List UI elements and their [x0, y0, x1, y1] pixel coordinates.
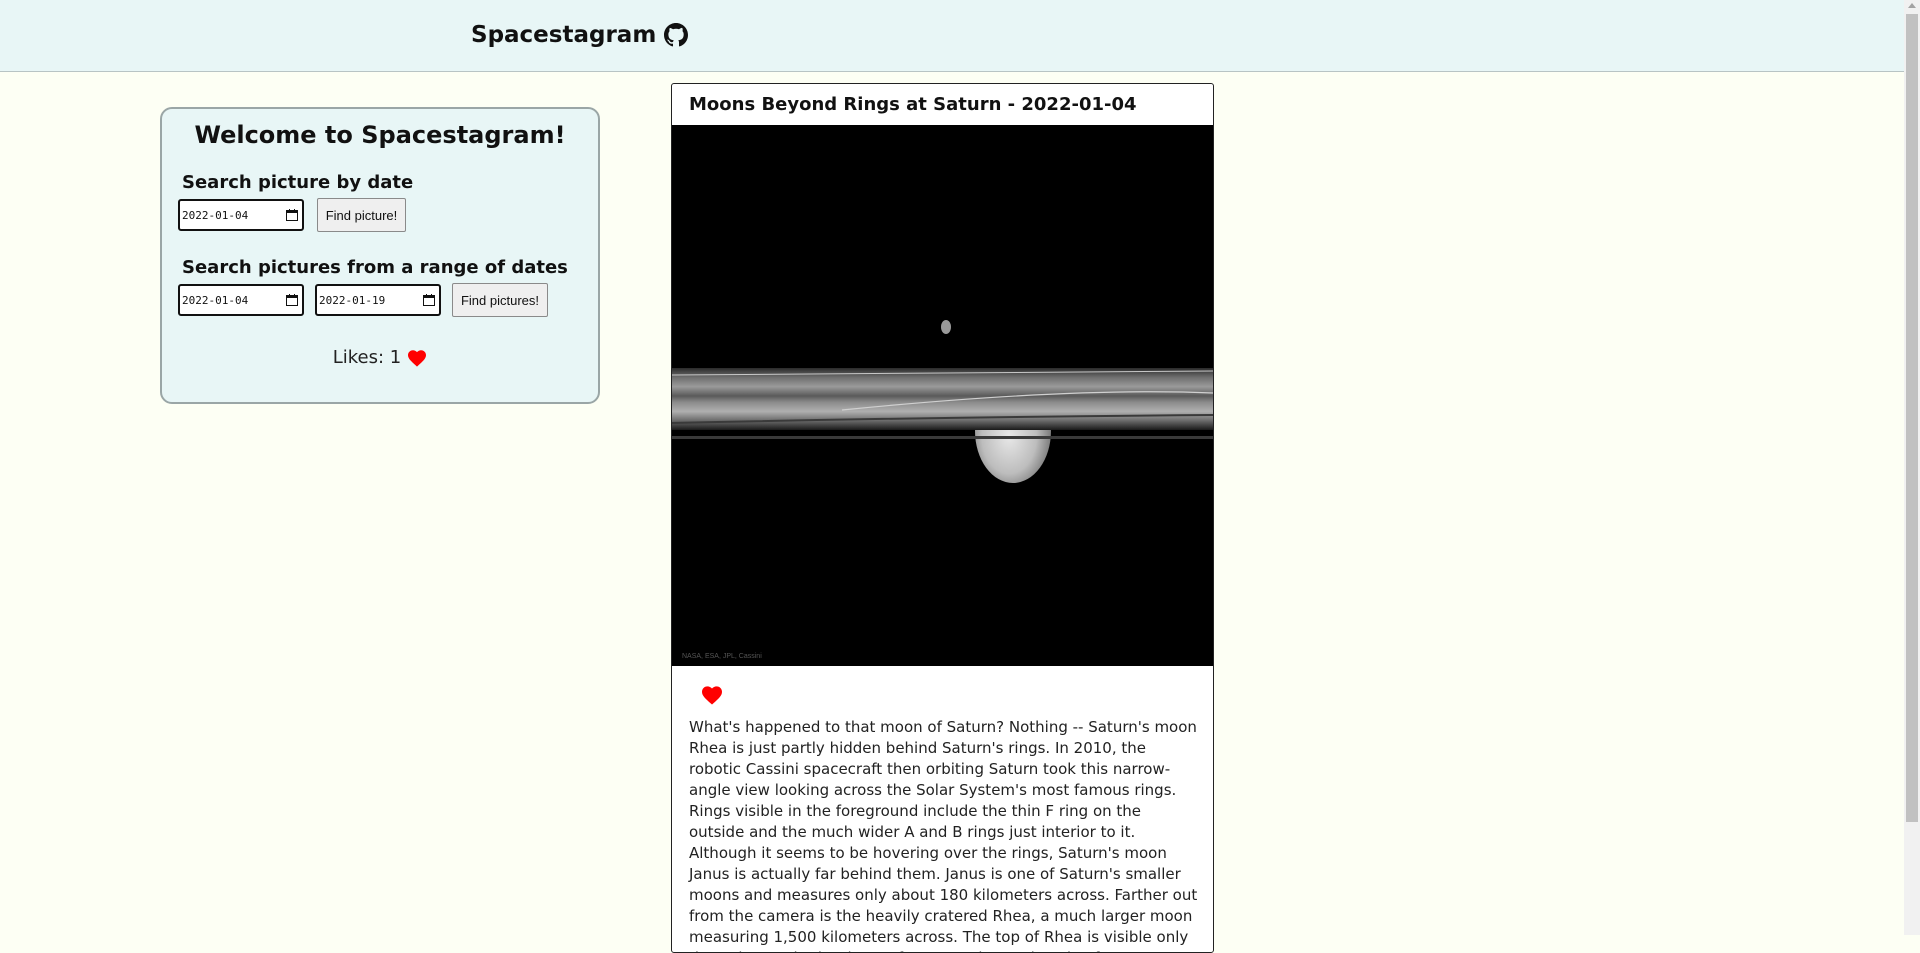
like-button[interactable]	[701, 685, 723, 710]
likes-counter: Likes: 1	[162, 347, 598, 368]
scroll-up-arrow-icon[interactable]	[1908, 3, 1916, 8]
likes-label: Likes: 1	[332, 347, 402, 368]
brand: Spacestagram	[471, 22, 689, 48]
app-title: Spacestagram	[471, 22, 657, 48]
github-icon[interactable]	[664, 23, 689, 47]
heart-icon[interactable]	[701, 685, 723, 705]
search-panel: Welcome to Spacestagram! Search picture …	[160, 107, 600, 404]
single-date-label: Search picture by date	[182, 172, 414, 193]
calendar-icon[interactable]	[286, 294, 298, 306]
image-credit: NASA, ESA, JPL, Cassini	[682, 653, 762, 660]
post-explanation: What's happened to that moon of Saturn? …	[689, 718, 1198, 952]
range-start-input[interactable]: 2022-01-04	[178, 284, 304, 316]
range-end-value: 2022-01-19	[319, 293, 386, 307]
calendar-icon[interactable]	[286, 209, 298, 221]
scrollbar-thumb[interactable]	[1906, 14, 1918, 822]
single-date-value: 2022-01-04	[182, 208, 249, 222]
single-date-input[interactable]: 2022-01-04	[178, 199, 304, 231]
calendar-icon[interactable]	[423, 294, 435, 306]
apod-post-card: Moons Beyond Rings at Saturn - 2022-01-0…	[671, 83, 1214, 953]
welcome-title: Welcome to Spacestagram!	[194, 121, 566, 149]
post-title: Moons Beyond Rings at Saturn - 2022-01-0…	[689, 94, 1137, 115]
find-picture-button[interactable]: Find picture!	[317, 198, 406, 232]
post-image: NASA, ESA, JPL, Cassini	[672, 125, 1213, 666]
top-navbar: Spacestagram	[0, 0, 1904, 72]
find-pictures-button[interactable]: Find pictures!	[452, 283, 548, 317]
range-label: Search pictures from a range of dates	[182, 257, 568, 278]
range-start-value: 2022-01-04	[182, 293, 249, 307]
saturn-rings-image	[672, 125, 1213, 666]
page-scrollbar[interactable]	[1904, 0, 1920, 935]
range-end-input[interactable]: 2022-01-19	[315, 284, 441, 316]
heart-icon	[408, 349, 427, 367]
